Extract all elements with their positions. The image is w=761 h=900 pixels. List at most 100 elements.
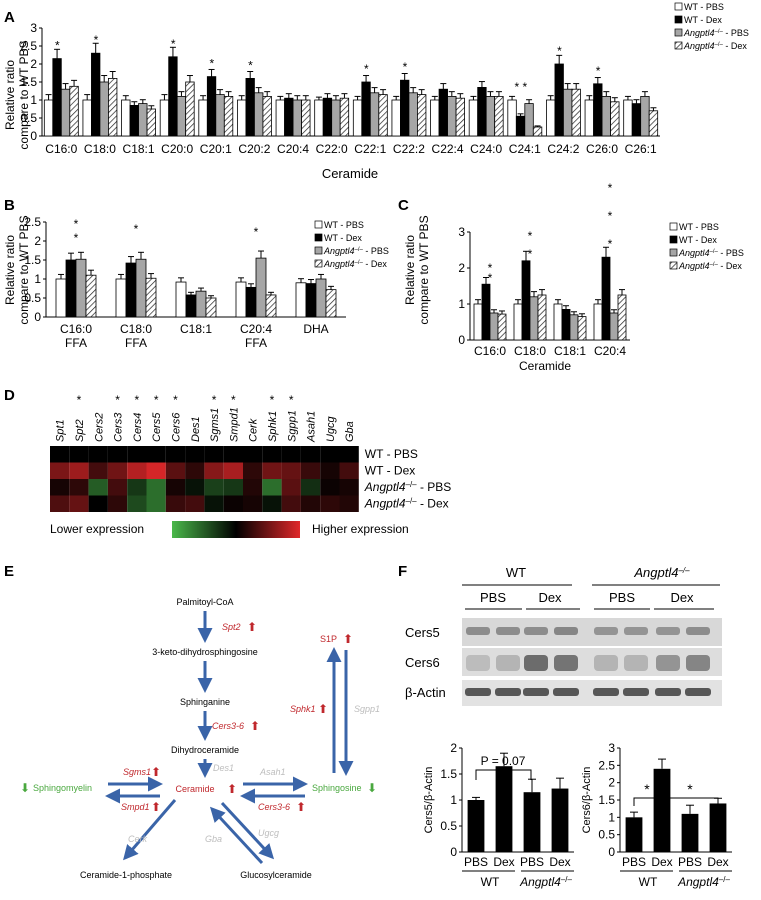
panel-c-significance: * bbox=[528, 247, 533, 261]
panel-a-bar bbox=[237, 99, 247, 137]
panel-a-bar bbox=[284, 97, 294, 137]
panel-b-significance: * bbox=[74, 217, 79, 231]
panel-a-category-label: C24:1 bbox=[509, 142, 541, 156]
gene-asah1: Asah1 bbox=[259, 767, 286, 777]
panel-a-ytick-label: 2.5 bbox=[20, 39, 37, 53]
panel-a-category-label: C26:0 bbox=[586, 142, 618, 156]
heatmap-cell bbox=[146, 462, 166, 479]
heatmap-cell bbox=[339, 479, 359, 496]
panel-c-category-label: C18:1 bbox=[554, 344, 586, 358]
panel-b-bar bbox=[255, 257, 267, 318]
heatmap-gene-label: Ugcg bbox=[325, 415, 337, 442]
panel-b-ytick-label: 2 bbox=[34, 234, 41, 248]
heatmap-cell bbox=[262, 495, 282, 512]
blot-band-cers6 bbox=[496, 655, 520, 671]
panel-a-bar bbox=[391, 99, 401, 137]
panel-b-bar bbox=[245, 286, 257, 318]
panel-c-bar bbox=[497, 313, 507, 341]
panel-f-cers5-wt-label: WT bbox=[481, 875, 500, 889]
s1p-up-arrow-icon: ⬆ bbox=[343, 632, 353, 646]
panel-a-category-label: C18:1 bbox=[123, 142, 155, 156]
heatmap-high-label: Higher expression bbox=[312, 522, 409, 536]
panel-c-xlabel: Ceramide bbox=[519, 359, 571, 373]
panel-c-bar bbox=[489, 312, 499, 341]
blot-band-cers5 bbox=[554, 627, 578, 635]
heatmap-cell bbox=[69, 462, 89, 479]
panel-c-bar bbox=[561, 308, 571, 341]
panel-f-cers6-category-label: PBS bbox=[622, 855, 646, 869]
panel-c-bar bbox=[537, 294, 547, 341]
heatmap-gene-label: Cers3 bbox=[113, 412, 125, 442]
panel-c-bar bbox=[609, 312, 619, 341]
heatmap-cell bbox=[243, 479, 263, 496]
panel-a-bar bbox=[417, 94, 427, 137]
panel-b-ytick-label: 1 bbox=[34, 272, 41, 286]
panel-c-ytick-label: 1 bbox=[458, 297, 465, 311]
panel-b-ytick-label: 0.5 bbox=[24, 291, 41, 305]
panel-f-cers5-category-label: PBS bbox=[464, 855, 488, 869]
heatmap-cell bbox=[107, 495, 128, 512]
heatmap-cell bbox=[107, 462, 128, 479]
panel-c-bar bbox=[481, 283, 491, 341]
heatmap-gene-label: Des1 bbox=[190, 416, 202, 442]
node-sphingomyelin: Sphingomyelin bbox=[33, 783, 92, 793]
blot-band-cers5 bbox=[496, 627, 520, 635]
panel-b-chart: Relative ratio compare to WT PBS bbox=[3, 215, 31, 324]
arrow-glucosylceramide-to-ceramide bbox=[209, 806, 264, 865]
panel-a-bar bbox=[477, 87, 487, 137]
blot-band-cers5 bbox=[686, 627, 710, 635]
heatmap-cell bbox=[88, 462, 108, 479]
node-palmitoyl-coa: Palmitoyl-CoA bbox=[176, 597, 233, 607]
panel-a-significance: * bbox=[364, 62, 369, 76]
panel-a-bar bbox=[593, 83, 603, 137]
panel-c-category-label: C16:0 bbox=[474, 344, 506, 358]
panel-a-legend-label: WT - PBS bbox=[684, 2, 724, 12]
panel-b-legend-swatch bbox=[314, 220, 323, 229]
node-keto-dihydrosphingosine: 3-keto-dihydrosphingosine bbox=[152, 647, 258, 657]
panel-a-ylabel-line2: compare to WT PBS bbox=[17, 40, 31, 149]
panel-a-bar bbox=[331, 99, 341, 137]
node-dihydroceramide: Dihydroceramide bbox=[171, 745, 239, 755]
panel-c-ylabel-line1: Relative ratio bbox=[403, 235, 417, 305]
panel-a-bar bbox=[610, 101, 620, 137]
gene-cers3-6-lower: Cers3-6 bbox=[258, 802, 290, 812]
panel-a-bar bbox=[301, 99, 311, 137]
node-sphingosine: Sphingosine bbox=[312, 783, 362, 793]
gene-sphk1: Sphk1 bbox=[290, 704, 316, 714]
chart-marks: 0 0.5 1 1.5 2 2.5 3 C16:0 * C18:0 * C18:1 C20:0 * C20:… bbox=[20, 2, 749, 889]
panel-f-cers6-bar bbox=[625, 817, 643, 852]
panel-a-bar bbox=[430, 99, 440, 137]
panel-b-ylabel-line1: Relative ratio bbox=[3, 235, 17, 305]
heatmap-cell bbox=[262, 479, 282, 496]
panel-f-cers5-bar bbox=[523, 792, 541, 852]
panel-a-bar bbox=[245, 78, 255, 137]
panel-a-chart: Relative ratio compare to WT PBS Ceramid… bbox=[3, 40, 378, 181]
western-wt-label: WT bbox=[506, 565, 526, 580]
panel-c-legend-swatch bbox=[669, 235, 678, 244]
panel-f-cers6-significance: * bbox=[687, 781, 693, 797]
panel-a-bar bbox=[369, 92, 380, 137]
heatmap-significance: * bbox=[77, 393, 82, 407]
panel-b-bar bbox=[325, 289, 337, 318]
panel-c-significance: * bbox=[608, 181, 613, 195]
heatmap-gene-label: Sgpp1 bbox=[286, 410, 298, 442]
panel-f-cers5-category-label: PBS bbox=[520, 855, 544, 869]
gene-spt2: Spt2 bbox=[222, 622, 241, 632]
panel-c-legend-swatch bbox=[669, 248, 678, 257]
western-ko-pbs-label: PBS bbox=[609, 590, 635, 605]
panel-b-bar bbox=[315, 278, 327, 318]
panel-c-significance: * bbox=[608, 237, 613, 251]
heatmap-cell bbox=[243, 446, 263, 463]
heatmap-cell bbox=[204, 462, 224, 479]
panel-a-category-label: C20:1 bbox=[200, 142, 232, 156]
blot-band-cers6 bbox=[686, 655, 710, 671]
heatmap-gene-label: Spt1 bbox=[55, 419, 67, 442]
panel-b-legend-swatch bbox=[314, 233, 323, 242]
sphk1-up-arrow-icon: ⬆ bbox=[318, 702, 328, 716]
panel-f-cers6-wt-label: WT bbox=[639, 875, 658, 889]
heatmap-cell bbox=[243, 495, 263, 512]
panel-b-bar bbox=[65, 259, 77, 318]
blot-band-cers6 bbox=[594, 655, 618, 671]
gene-ugcg: Ugcg bbox=[258, 828, 279, 838]
